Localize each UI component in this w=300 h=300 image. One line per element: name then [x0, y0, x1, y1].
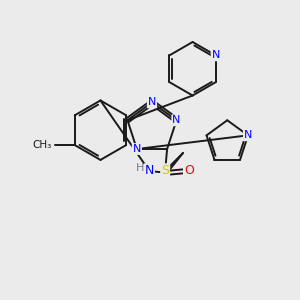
Text: N: N — [212, 50, 220, 60]
Text: H: H — [136, 163, 145, 173]
Text: N: N — [145, 164, 154, 177]
Text: CH₃: CH₃ — [33, 140, 52, 150]
Text: N: N — [172, 115, 181, 125]
Text: N: N — [148, 98, 156, 107]
Text: N: N — [133, 144, 141, 154]
Text: O: O — [184, 164, 194, 177]
Text: N: N — [244, 130, 252, 140]
Text: S: S — [161, 164, 169, 177]
